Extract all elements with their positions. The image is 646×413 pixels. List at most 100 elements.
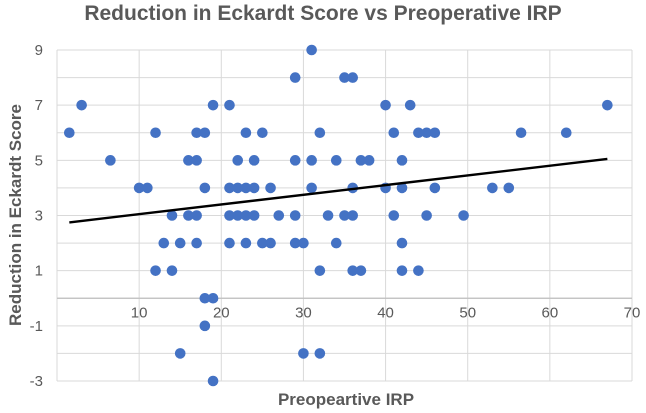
data-point (314, 265, 326, 276)
data-point (133, 182, 145, 194)
x-tick-label: 50 (459, 304, 476, 321)
data-point (199, 320, 211, 332)
data-point (458, 210, 469, 221)
data-point (380, 99, 391, 111)
data-point (191, 155, 202, 166)
data-point (298, 237, 309, 249)
data-point (306, 182, 317, 194)
data-point (355, 155, 367, 166)
data-point (330, 237, 342, 249)
data-point (306, 44, 317, 56)
data-point (232, 182, 244, 194)
y-tick-label: 9 (35, 42, 43, 59)
data-point (413, 265, 424, 276)
data-point (240, 182, 252, 194)
data-point (166, 210, 178, 221)
data-point (248, 155, 260, 166)
data-point (207, 99, 219, 111)
data-point (314, 127, 326, 139)
data-point (429, 182, 441, 194)
data-point (191, 127, 202, 139)
x-tick-labels: 10 20 30 40 50 60 70 (131, 304, 641, 321)
data-point (388, 127, 400, 139)
data-point (339, 210, 350, 221)
data-point (388, 210, 400, 221)
data-point (602, 99, 613, 111)
data-point (487, 182, 498, 194)
data-point (289, 210, 301, 221)
data-point (265, 237, 276, 249)
data-points (64, 44, 613, 387)
y-tick-label: 1 (35, 263, 43, 280)
data-point (224, 99, 235, 111)
x-tick-label: 10 (131, 304, 148, 321)
data-point (166, 265, 178, 276)
data-point (257, 127, 268, 139)
data-point (224, 182, 235, 194)
data-point (257, 237, 268, 249)
data-point (396, 265, 408, 276)
y-tick-labels: -3 -1 1 3 5 7 9 (30, 42, 43, 390)
data-point (347, 72, 359, 83)
y-tick-label: 7 (35, 97, 43, 114)
data-point (413, 127, 424, 139)
data-point (429, 127, 441, 139)
data-point (515, 127, 527, 139)
y-tick-label: -1 (30, 318, 43, 335)
data-point (347, 210, 359, 221)
data-point (248, 210, 260, 221)
data-point (174, 237, 186, 249)
data-point (174, 348, 186, 359)
data-point (191, 210, 202, 221)
x-tick-label: 40 (377, 304, 394, 321)
data-point (183, 210, 194, 221)
data-point (183, 155, 194, 166)
data-point (363, 155, 375, 166)
data-point (347, 265, 359, 276)
data-point (142, 182, 153, 194)
data-point (199, 292, 211, 304)
x-tick-label: 70 (624, 304, 641, 321)
x-tick-label: 30 (295, 304, 312, 321)
data-point (105, 155, 116, 166)
data-point (224, 210, 235, 221)
x-axis-label: Preopeartive IRP (278, 390, 414, 409)
data-point (560, 127, 572, 139)
data-point (396, 237, 408, 249)
data-point (240, 127, 252, 139)
x-tick-label: 60 (542, 304, 559, 321)
data-point (421, 127, 432, 139)
data-point (306, 155, 317, 166)
data-point (289, 155, 301, 166)
data-point (240, 237, 252, 249)
x-tick-label: 20 (213, 304, 230, 321)
data-point (240, 210, 252, 221)
trendline (69, 157, 608, 224)
data-point (421, 210, 432, 221)
data-point (76, 99, 87, 111)
data-point (150, 265, 161, 276)
data-point (396, 155, 408, 166)
data-point (289, 72, 301, 83)
data-point (330, 155, 342, 166)
data-point (355, 265, 367, 276)
data-point (289, 237, 301, 249)
data-point (207, 375, 219, 387)
data-point (224, 237, 235, 249)
data-point (314, 348, 326, 359)
y-tick-label: 5 (35, 152, 43, 169)
data-point (232, 210, 244, 221)
y-axis-label: Reduction in Eckardt Score (6, 104, 25, 326)
data-point (158, 237, 170, 249)
y-tick-label: 3 (35, 208, 43, 225)
data-point (199, 127, 211, 139)
data-point (265, 182, 276, 194)
data-point (396, 182, 408, 194)
chart-title: Reduction in Eckardt Score vs Preoperati… (84, 2, 562, 25)
data-point (199, 182, 211, 194)
data-point (273, 210, 285, 221)
data-point (191, 237, 202, 249)
data-point (503, 182, 515, 194)
data-point (298, 348, 309, 359)
